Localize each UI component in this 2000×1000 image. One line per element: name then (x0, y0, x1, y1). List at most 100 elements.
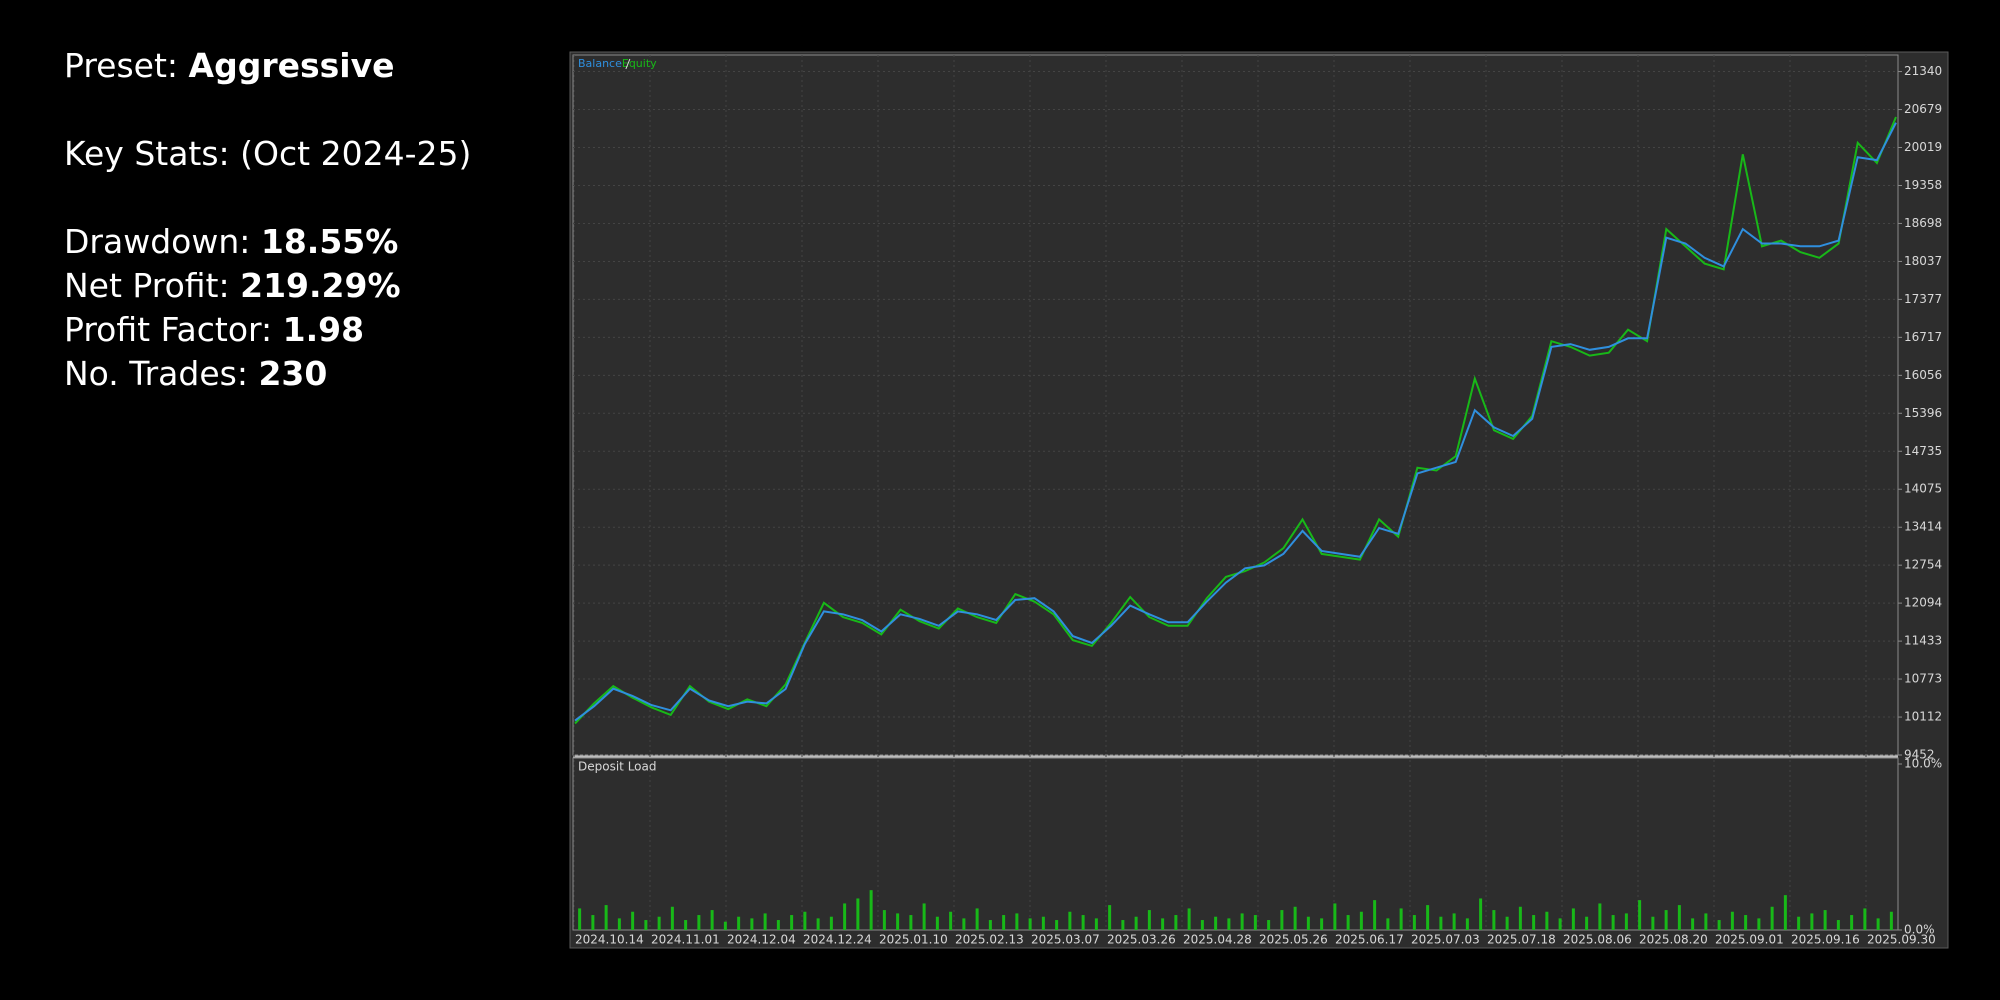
legend-entry: Equity (622, 57, 657, 70)
bar (1571, 908, 1575, 930)
bar (1253, 915, 1257, 930)
bar (644, 920, 648, 930)
bar (803, 911, 807, 930)
y-tick-label: 18698 (1904, 216, 1942, 230)
bar (1333, 903, 1337, 930)
main-plot (572, 54, 1899, 756)
x-tick-label: 2024.12.24 (803, 933, 872, 947)
bar (816, 918, 820, 930)
bar (1293, 906, 1297, 930)
bar (1889, 911, 1893, 930)
stat-row: Drawdown: 18.55% (64, 220, 471, 264)
y-tick-label: 10.0% (1904, 757, 1942, 771)
x-tick-label: 2024.12.04 (727, 933, 796, 947)
stat-list: Drawdown: 18.55% Net Profit: 219.29% Profi… (64, 220, 471, 396)
bar (1359, 911, 1363, 930)
bar (763, 913, 767, 930)
bar (631, 911, 635, 930)
bar (1598, 903, 1602, 930)
series-line (574, 122, 1897, 722)
bar (737, 916, 741, 930)
bar (1426, 905, 1430, 930)
bar (750, 918, 754, 930)
bar (1055, 920, 1059, 930)
bar (1214, 916, 1218, 930)
bar (1850, 915, 1854, 930)
bar (1863, 908, 1867, 930)
bar (1306, 916, 1310, 930)
x-tick-label: 2025.08.20 (1639, 933, 1708, 947)
y-tick-label: 17377 (1904, 292, 1942, 306)
y-tick-label: 15396 (1904, 406, 1942, 420)
y-tick-label: 21340 (1904, 64, 1942, 78)
bar (657, 916, 661, 930)
bar (949, 911, 953, 930)
bar (1187, 908, 1191, 930)
bar (1823, 910, 1827, 930)
bar (1651, 916, 1655, 930)
bar (935, 916, 939, 930)
y-tick-label: 10773 (1904, 672, 1942, 686)
bar (1664, 910, 1668, 930)
panel-title: Deposit Load (578, 760, 656, 774)
stat-value: 18.55% (260, 222, 399, 261)
stat-value: 219.29% (240, 266, 401, 305)
bar (1624, 913, 1628, 930)
bar (1227, 918, 1231, 930)
bar (1876, 918, 1880, 930)
bar (896, 913, 900, 930)
bar (922, 903, 926, 930)
x-tick-label: 2025.01.10 (879, 933, 948, 947)
bar (617, 918, 621, 930)
bar (1691, 918, 1695, 930)
y-tick-label: 19358 (1904, 178, 1942, 192)
y-tick-label: 13414 (1904, 520, 1942, 534)
x-tick-label: 2025.03.26 (1107, 933, 1176, 947)
load-plot (572, 757, 1899, 931)
stat-row: No. Trades: 230 (64, 352, 471, 396)
y-tick-label: 14735 (1904, 444, 1942, 458)
y-tick-label: 9452 (1904, 748, 1935, 762)
bar (1744, 915, 1748, 930)
x-tick-label: 2025.09.16 (1791, 933, 1860, 947)
bar (909, 915, 913, 930)
bar (1121, 920, 1125, 930)
bar (1783, 895, 1787, 930)
bar (1439, 916, 1443, 930)
bar (1373, 900, 1377, 930)
y-tick-label: 20019 (1904, 140, 1942, 154)
bar (869, 890, 873, 930)
bar (1638, 900, 1642, 930)
bar (1147, 910, 1151, 930)
y-tick-label: 16717 (1904, 330, 1942, 344)
bar (856, 898, 860, 930)
stat-row: Profit Factor: 1.98 (64, 308, 471, 352)
bar (1585, 916, 1589, 930)
x-tick-label: 2025.07.18 (1487, 933, 1556, 947)
bar (684, 920, 688, 930)
x-tick-label: 2024.10.14 (575, 933, 644, 947)
series-line (574, 116, 1897, 725)
bar (1452, 913, 1456, 930)
legend: BalanceEquity (578, 57, 657, 70)
legend-separator (625, 58, 631, 70)
x-tick-label: 2025.03.07 (1031, 933, 1100, 947)
bar (1081, 915, 1085, 930)
bar (1161, 918, 1165, 930)
bar (1532, 915, 1536, 930)
stat-row: Net Profit: 219.29% (64, 264, 471, 308)
stat-label: Profit Factor: (64, 310, 273, 349)
bar (1505, 916, 1509, 930)
bar (1704, 913, 1708, 930)
bar (1240, 913, 1244, 930)
bar (1677, 905, 1681, 930)
bar (1346, 915, 1350, 930)
y-tick-label: 11433 (1904, 634, 1942, 648)
bar (790, 915, 794, 930)
x-tick-label: 2025.05.26 (1259, 933, 1328, 947)
x-tick-label: 2025.02.13 (955, 933, 1024, 947)
x-tick-label: 2025.06.17 (1335, 933, 1404, 947)
bar (1134, 916, 1138, 930)
